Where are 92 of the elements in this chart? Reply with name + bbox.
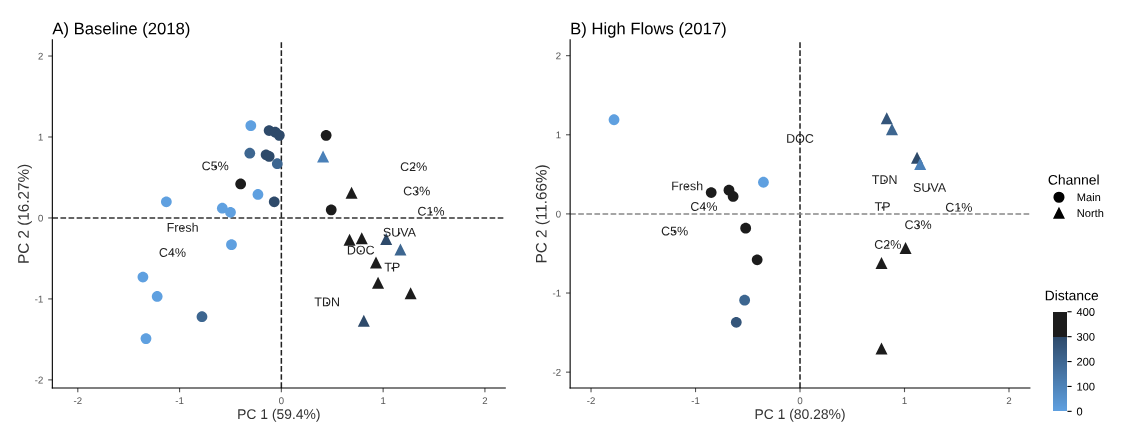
data-label: Fresh — [167, 222, 198, 232]
point — [880, 112, 893, 125]
y-tick-label: 0 — [556, 210, 561, 218]
data-label: C4% — [159, 248, 186, 257]
x-axis-title: PC 1 (80.28%) — [755, 408, 845, 422]
point — [875, 256, 888, 269]
data-label: C3% — [905, 220, 932, 230]
point — [608, 114, 620, 126]
x-tick-label: 1 — [381, 397, 386, 405]
point — [394, 243, 407, 256]
x-tick-label: 2 — [1006, 397, 1012, 405]
data-label: DOC — [787, 134, 814, 143]
point — [271, 158, 283, 170]
point — [730, 316, 742, 328]
point — [216, 202, 228, 214]
data-label: C4% — [690, 202, 717, 211]
y-tick-label: -1 — [35, 295, 43, 303]
data-label: C1% — [945, 202, 972, 212]
y-axis-title: PC 2 (11.66%) — [535, 165, 550, 263]
chart-title: A) Baseline (2018) — [52, 22, 190, 38]
text: North — [1077, 208, 1104, 218]
color-bar-label: 100 — [1077, 382, 1095, 391]
point — [225, 206, 236, 218]
data-label: DOC — [347, 245, 375, 255]
data-label: C5% — [202, 161, 229, 171]
point — [885, 123, 898, 136]
point — [252, 189, 264, 200]
x-tick-label: 2 — [482, 397, 488, 405]
x-tick-label: -1 — [691, 397, 700, 405]
color-bar-label: 300 — [1076, 332, 1095, 341]
point — [372, 276, 385, 289]
data-label: TP — [384, 262, 400, 272]
data-label: C1% — [418, 206, 445, 216]
y-tick-label: 1 — [38, 133, 43, 141]
x-tick-label: 0 — [797, 397, 803, 405]
x-axis-title: PC 1 (59.4%) — [238, 408, 320, 422]
x-tick-label: 1 — [902, 397, 907, 405]
data-label: C5% — [661, 226, 688, 236]
data-label: C2% — [400, 162, 427, 172]
data-label: SUVA — [913, 183, 947, 192]
y-tick-label: 2 — [556, 52, 561, 60]
color-bar-label: 200 — [1077, 357, 1095, 366]
point — [317, 150, 330, 163]
point — [758, 176, 769, 188]
data-label: C3% — [403, 186, 430, 196]
color-bar-label: 0 — [1076, 407, 1083, 416]
point — [404, 287, 417, 300]
point — [370, 256, 383, 269]
color-bar-title: Distance — [1045, 290, 1099, 301]
color-bar-label: 400 — [1076, 308, 1095, 316]
point — [343, 233, 356, 246]
y-tick-label: -1 — [552, 289, 561, 297]
y-tick-label: 1 — [556, 131, 561, 139]
point — [273, 129, 285, 141]
point — [268, 196, 280, 208]
data-label: TDN — [872, 175, 897, 184]
chart-title: B) High Flows (2017) — [571, 22, 726, 38]
data-label: Fresh — [672, 181, 703, 191]
legend-title: Channel — [1048, 174, 1099, 185]
point — [196, 311, 208, 323]
point — [875, 342, 888, 355]
point — [244, 147, 256, 159]
data-label: TP — [874, 202, 890, 211]
point — [705, 187, 717, 198]
y-tick-label: -2 — [35, 376, 43, 384]
point — [357, 314, 370, 327]
point — [245, 120, 257, 132]
point — [345, 186, 358, 199]
x-tick-label: -2 — [73, 397, 82, 405]
point — [140, 333, 152, 344]
data-label: TDN — [314, 297, 339, 307]
y-tick-label: -2 — [552, 368, 561, 376]
point — [160, 196, 172, 208]
y-tick-label: 0 — [38, 214, 43, 222]
data-label: C2% — [874, 240, 901, 249]
point — [899, 241, 912, 254]
text: Main — [1077, 193, 1101, 202]
y-tick-label: 2 — [38, 52, 43, 60]
point — [740, 222, 752, 234]
data-label: SUVA — [383, 227, 416, 237]
point — [739, 294, 751, 306]
point — [137, 271, 149, 283]
x-tick-label: 0 — [279, 397, 284, 405]
point — [751, 254, 763, 266]
point — [226, 239, 237, 251]
x-tick-label: -1 — [175, 397, 184, 405]
point — [727, 191, 739, 202]
x-tick-label: -2 — [587, 397, 595, 405]
point — [914, 158, 927, 171]
point — [355, 232, 368, 245]
y-axis-title: PC 2 (16.27%) — [17, 164, 32, 263]
point — [151, 291, 163, 302]
